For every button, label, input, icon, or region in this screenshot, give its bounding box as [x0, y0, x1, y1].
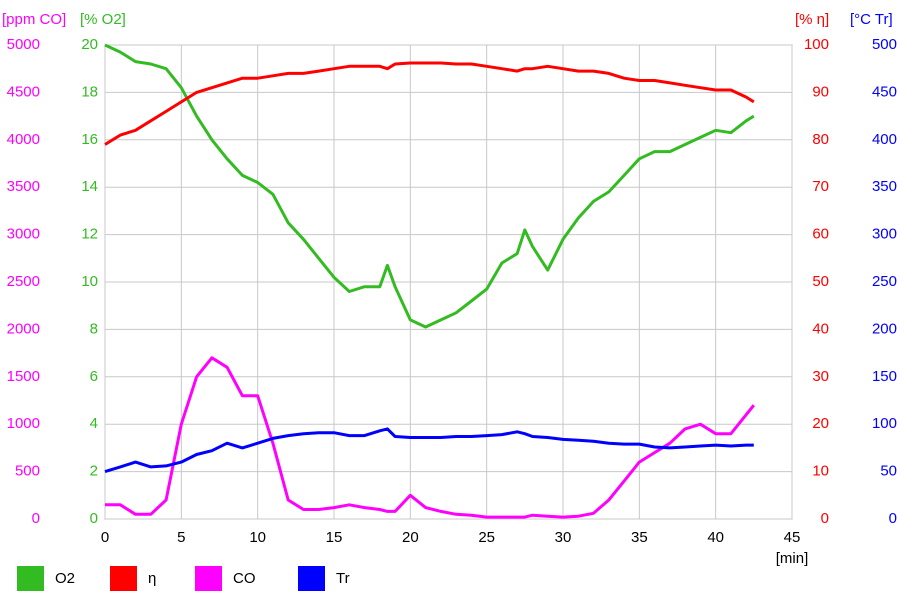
legend-swatch: [298, 566, 325, 591]
y-tick-label: 8: [90, 320, 98, 337]
y-tick-label: 4: [90, 415, 98, 432]
y-tick-label: 40: [812, 320, 829, 337]
y-tick-label: 50: [812, 273, 829, 290]
legend-swatch: [17, 566, 44, 591]
y-axis-label: [% η]: [795, 11, 829, 28]
y-tick-label: 500: [15, 463, 40, 480]
y-tick-label: 1500: [7, 368, 40, 385]
y-tick-label: 20: [812, 415, 829, 432]
legend-label: CO: [233, 570, 256, 587]
y-tick-label: 2000: [7, 320, 40, 337]
y-tick-label: 4500: [7, 83, 40, 100]
legend-swatch: [110, 566, 137, 591]
x-tick-label: 5: [177, 529, 185, 546]
y-tick-label: 18: [81, 83, 98, 100]
y-tick-label: 300: [872, 226, 897, 243]
x-tick-label: 15: [326, 529, 343, 546]
y-tick-label: 0: [32, 510, 40, 527]
x-tick-label: 35: [631, 529, 648, 546]
y-tick-label: 100: [872, 415, 897, 432]
y-tick-label: 500: [872, 36, 897, 53]
x-tick-label: 25: [478, 529, 495, 546]
y-tick-label: 10: [81, 273, 98, 290]
y-tick-label: 0: [821, 510, 829, 527]
y-tick-label: 20: [81, 36, 98, 53]
legend-label: O2: [55, 570, 75, 587]
y-tick-label: 12: [81, 226, 98, 243]
y-tick-label: 16: [81, 131, 98, 148]
y-tick-label: 150: [872, 368, 897, 385]
y-tick-label: 3500: [7, 178, 40, 195]
y-tick-label: 5000: [7, 36, 40, 53]
y-tick-label: 2500: [7, 273, 40, 290]
series-line: [104, 61, 755, 146]
y-tick-label: 14: [81, 178, 98, 195]
x-axis-label: [min]: [776, 550, 809, 567]
y-tick-label: 1000: [7, 415, 40, 432]
y-tick-label: 0: [90, 510, 98, 527]
y-tick-label: 70: [812, 178, 829, 195]
y-tick-label: 250: [872, 273, 897, 290]
y-tick-label: 200: [872, 320, 897, 337]
y-tick-label: 350: [872, 178, 897, 195]
y-axis-label: [% O2]: [80, 11, 126, 28]
y-tick-label: 100: [804, 36, 829, 53]
y-tick-label: 60: [812, 226, 829, 243]
y-tick-label: 90: [812, 83, 829, 100]
y-tick-label: 80: [812, 131, 829, 148]
legend-swatch: [195, 566, 222, 591]
series-line: [105, 356, 755, 519]
series-line: [104, 427, 754, 474]
y-axis-label: [ppm CO]: [2, 11, 66, 28]
y-axis-label: [°C Tr]: [850, 11, 893, 28]
y-tick-label: 0: [889, 510, 897, 527]
y-tick-label: 50: [880, 463, 897, 480]
x-tick-label: 45: [784, 529, 801, 546]
y-tick-label: 3000: [7, 226, 40, 243]
x-tick-label: 40: [707, 529, 724, 546]
x-tick-label: 30: [555, 529, 572, 546]
legend-label: Tr: [336, 570, 350, 587]
y-tick-label: 2: [90, 463, 98, 480]
y-tick-label: 6: [90, 368, 98, 385]
x-tick-label: 10: [249, 529, 266, 546]
legend-label: η: [148, 570, 156, 587]
series-line: [104, 43, 755, 329]
y-tick-label: 30: [812, 368, 829, 385]
y-tick-label: 10: [812, 463, 829, 480]
y-tick-label: 4000: [7, 131, 40, 148]
y-tick-label: 400: [872, 131, 897, 148]
x-tick-label: 20: [402, 529, 419, 546]
y-tick-label: 450: [872, 83, 897, 100]
x-tick-label: 0: [101, 529, 109, 546]
